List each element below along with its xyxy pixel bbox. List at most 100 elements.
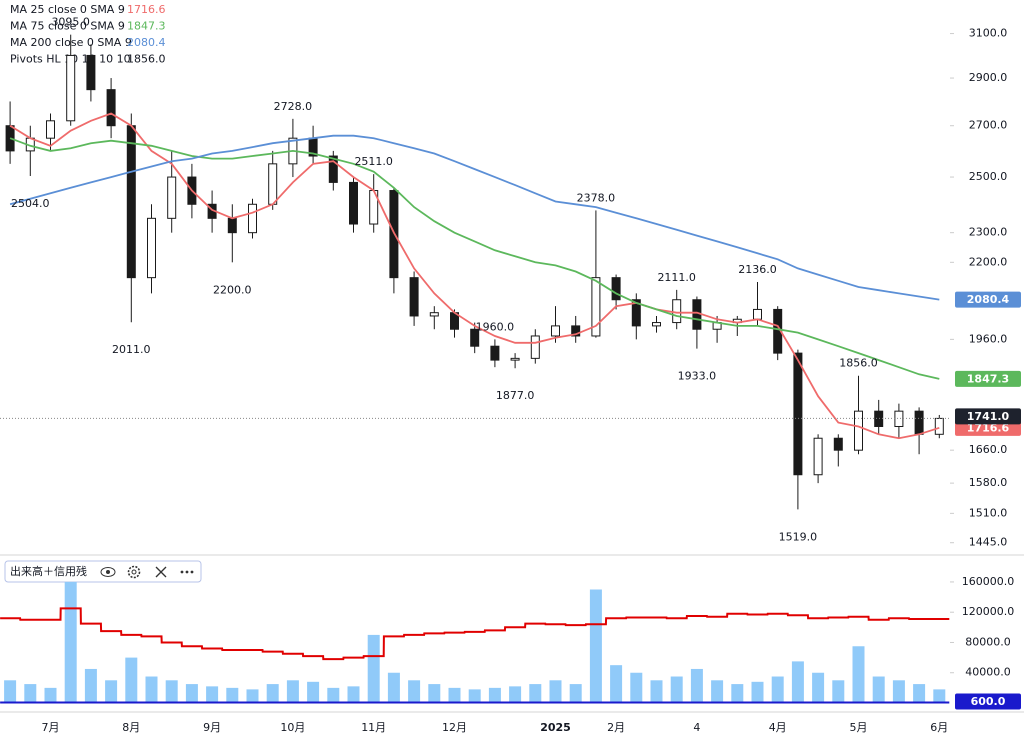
candle-body (914, 410, 924, 435)
moving-average-line (9, 137, 940, 380)
candle-body (429, 312, 439, 317)
candle-body (106, 89, 116, 127)
volume-bar (327, 687, 340, 703)
volume-bar (832, 680, 845, 703)
pivot-label: 2136.0 (738, 263, 777, 276)
more-icon[interactable] (180, 570, 194, 574)
candle-body (571, 325, 581, 337)
volume-title: 出来高＋信用残 (10, 564, 87, 578)
volume-bar (488, 687, 501, 703)
volume-bar (226, 687, 239, 703)
x-tick-label: 7月 (42, 721, 60, 734)
settings-icon[interactable] (127, 565, 141, 579)
candle-body (86, 54, 96, 91)
pivot-label: 1519.0 (779, 530, 818, 543)
volume-bar (529, 684, 542, 703)
x-tick-label: 2025 (540, 721, 571, 734)
volume-bar (812, 672, 825, 703)
pivot-label: 2200.0 (213, 283, 252, 296)
volume-bar (670, 676, 683, 703)
volume-bar (64, 581, 77, 703)
close-icon[interactable] (155, 566, 167, 578)
x-tick-label: 10月 (280, 721, 305, 734)
volume-bar (307, 681, 320, 703)
pivot-label: 2378.0 (577, 191, 616, 204)
volume-bar (367, 634, 380, 703)
candle-body (147, 217, 156, 279)
candle-body (46, 120, 55, 139)
y-tick-label: 2900.0 (969, 71, 1008, 84)
pivot-label: 1877.0 (496, 389, 535, 402)
indicator-box (4, 560, 202, 583)
candle-body (248, 203, 257, 234)
y-tick-label: 1580.0 (969, 476, 1008, 489)
y-tick-label: 1445.0 (969, 536, 1008, 549)
x-tick-label: 2月 (607, 721, 625, 734)
x-tick-label: 6月 (930, 721, 948, 734)
price-tag-label: 1716.6 (967, 421, 1010, 434)
price-tag-label: 1847.3 (967, 372, 1009, 385)
y-tick-label: 40000.0 (965, 666, 1011, 679)
pivot-label: 2728.0 (274, 100, 313, 113)
volume-bar (428, 684, 441, 703)
volume-bar (690, 668, 703, 703)
volume-bar (105, 680, 118, 703)
volume-bar (387, 672, 400, 703)
pivot-label: 1933.0 (678, 370, 717, 383)
x-tick-label: 5月 (850, 721, 868, 734)
pivot-label: 2504.0 (11, 197, 50, 210)
legend-value: 1847.3 (127, 20, 166, 33)
y-tick-label: 1660.0 (969, 443, 1008, 456)
candle-body (227, 217, 237, 234)
candle-body (631, 299, 641, 327)
pivot-label: 1856.0 (839, 357, 878, 370)
candle-body (753, 308, 762, 320)
candle-body (510, 357, 520, 361)
volume-bar (246, 689, 259, 703)
moving-average-line (9, 112, 940, 440)
volume-bar (165, 680, 178, 703)
volume-bar (711, 680, 724, 703)
eye-icon[interactable] (100, 567, 116, 577)
y-tick-label: 2200.0 (969, 255, 1008, 268)
candle-body (833, 437, 843, 451)
volume-bar (771, 676, 784, 703)
volume-header: 出来高＋信用残 (4, 560, 202, 583)
candle-body (66, 54, 76, 122)
volume-bar (872, 676, 885, 703)
candle-body (530, 335, 540, 359)
candle-body (349, 181, 358, 225)
candle-body (652, 322, 661, 327)
legend-name: MA 25 close 0 SMA 9 (10, 3, 125, 16)
volume-bar (549, 680, 562, 703)
volume-bar (468, 689, 481, 703)
candle-body (126, 125, 136, 279)
volume-bar (791, 661, 804, 703)
price-tag (955, 370, 1021, 387)
x-tick-label: 11月 (361, 721, 386, 734)
y-tick-label: 2700.0 (969, 119, 1008, 132)
candle-body (409, 277, 419, 317)
y-tick-label: 1960.0 (969, 332, 1008, 345)
moving-average-line (9, 134, 940, 301)
volume-bar (408, 680, 421, 703)
volume-bar (509, 686, 522, 703)
volume-bar (44, 687, 57, 703)
pivot-label: 2011.0 (112, 343, 151, 356)
candle-body (793, 352, 803, 476)
volume-bar (4, 680, 17, 703)
volume-bar (448, 687, 461, 703)
volume-bar (650, 680, 663, 703)
pivot-label: 2511.0 (354, 155, 393, 168)
volume-bar (852, 646, 865, 703)
volume-bar (286, 680, 299, 703)
y-tick-label: 80000.0 (965, 635, 1011, 648)
candle-body (470, 328, 480, 347)
pivot-label: 1960.0 (476, 320, 515, 333)
price-tag-label: 1741.0 (967, 410, 1010, 423)
volume-bar (185, 684, 198, 703)
y-tick-label: 2500.0 (969, 170, 1008, 183)
price-tag (955, 408, 1021, 425)
